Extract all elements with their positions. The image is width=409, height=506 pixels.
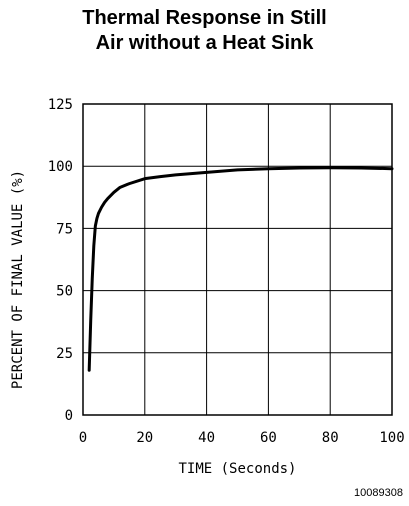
grid-lines [83,104,392,415]
x-tick-label: 60 [260,430,277,446]
y-tick-label: 0 [65,408,73,424]
y-axis-ticks: 0 25 50 75 100 125 [48,97,73,424]
chart-title-line-2: Air without a Heat Sink [95,32,314,54]
y-tick-label: 75 [56,221,73,237]
plot-area-frame [82,103,393,416]
response-curve [87,166,394,372]
x-tick-label: 40 [198,430,215,446]
chart-title: Thermal Response in Still Air without a … [0,6,409,56]
x-tick-label: 20 [136,430,153,446]
y-tick-label: 25 [56,346,73,362]
x-tick-label: 80 [322,430,339,446]
x-axis-label: TIME (Seconds) [178,461,296,477]
chart-title-line-1: Thermal Response in Still [82,7,327,29]
y-tick-label: 125 [48,97,73,113]
y-tick-label: 50 [56,284,73,300]
x-tick-label: 0 [79,430,87,446]
x-axis-ticks: 0 20 40 60 80 100 [79,430,405,446]
y-axis-label: PERCENT OF FINAL VALUE (%) [10,170,26,389]
figure-id: 10089308 [354,487,403,499]
y-tick-label: 100 [48,159,73,175]
x-tick-label: 100 [379,430,404,446]
